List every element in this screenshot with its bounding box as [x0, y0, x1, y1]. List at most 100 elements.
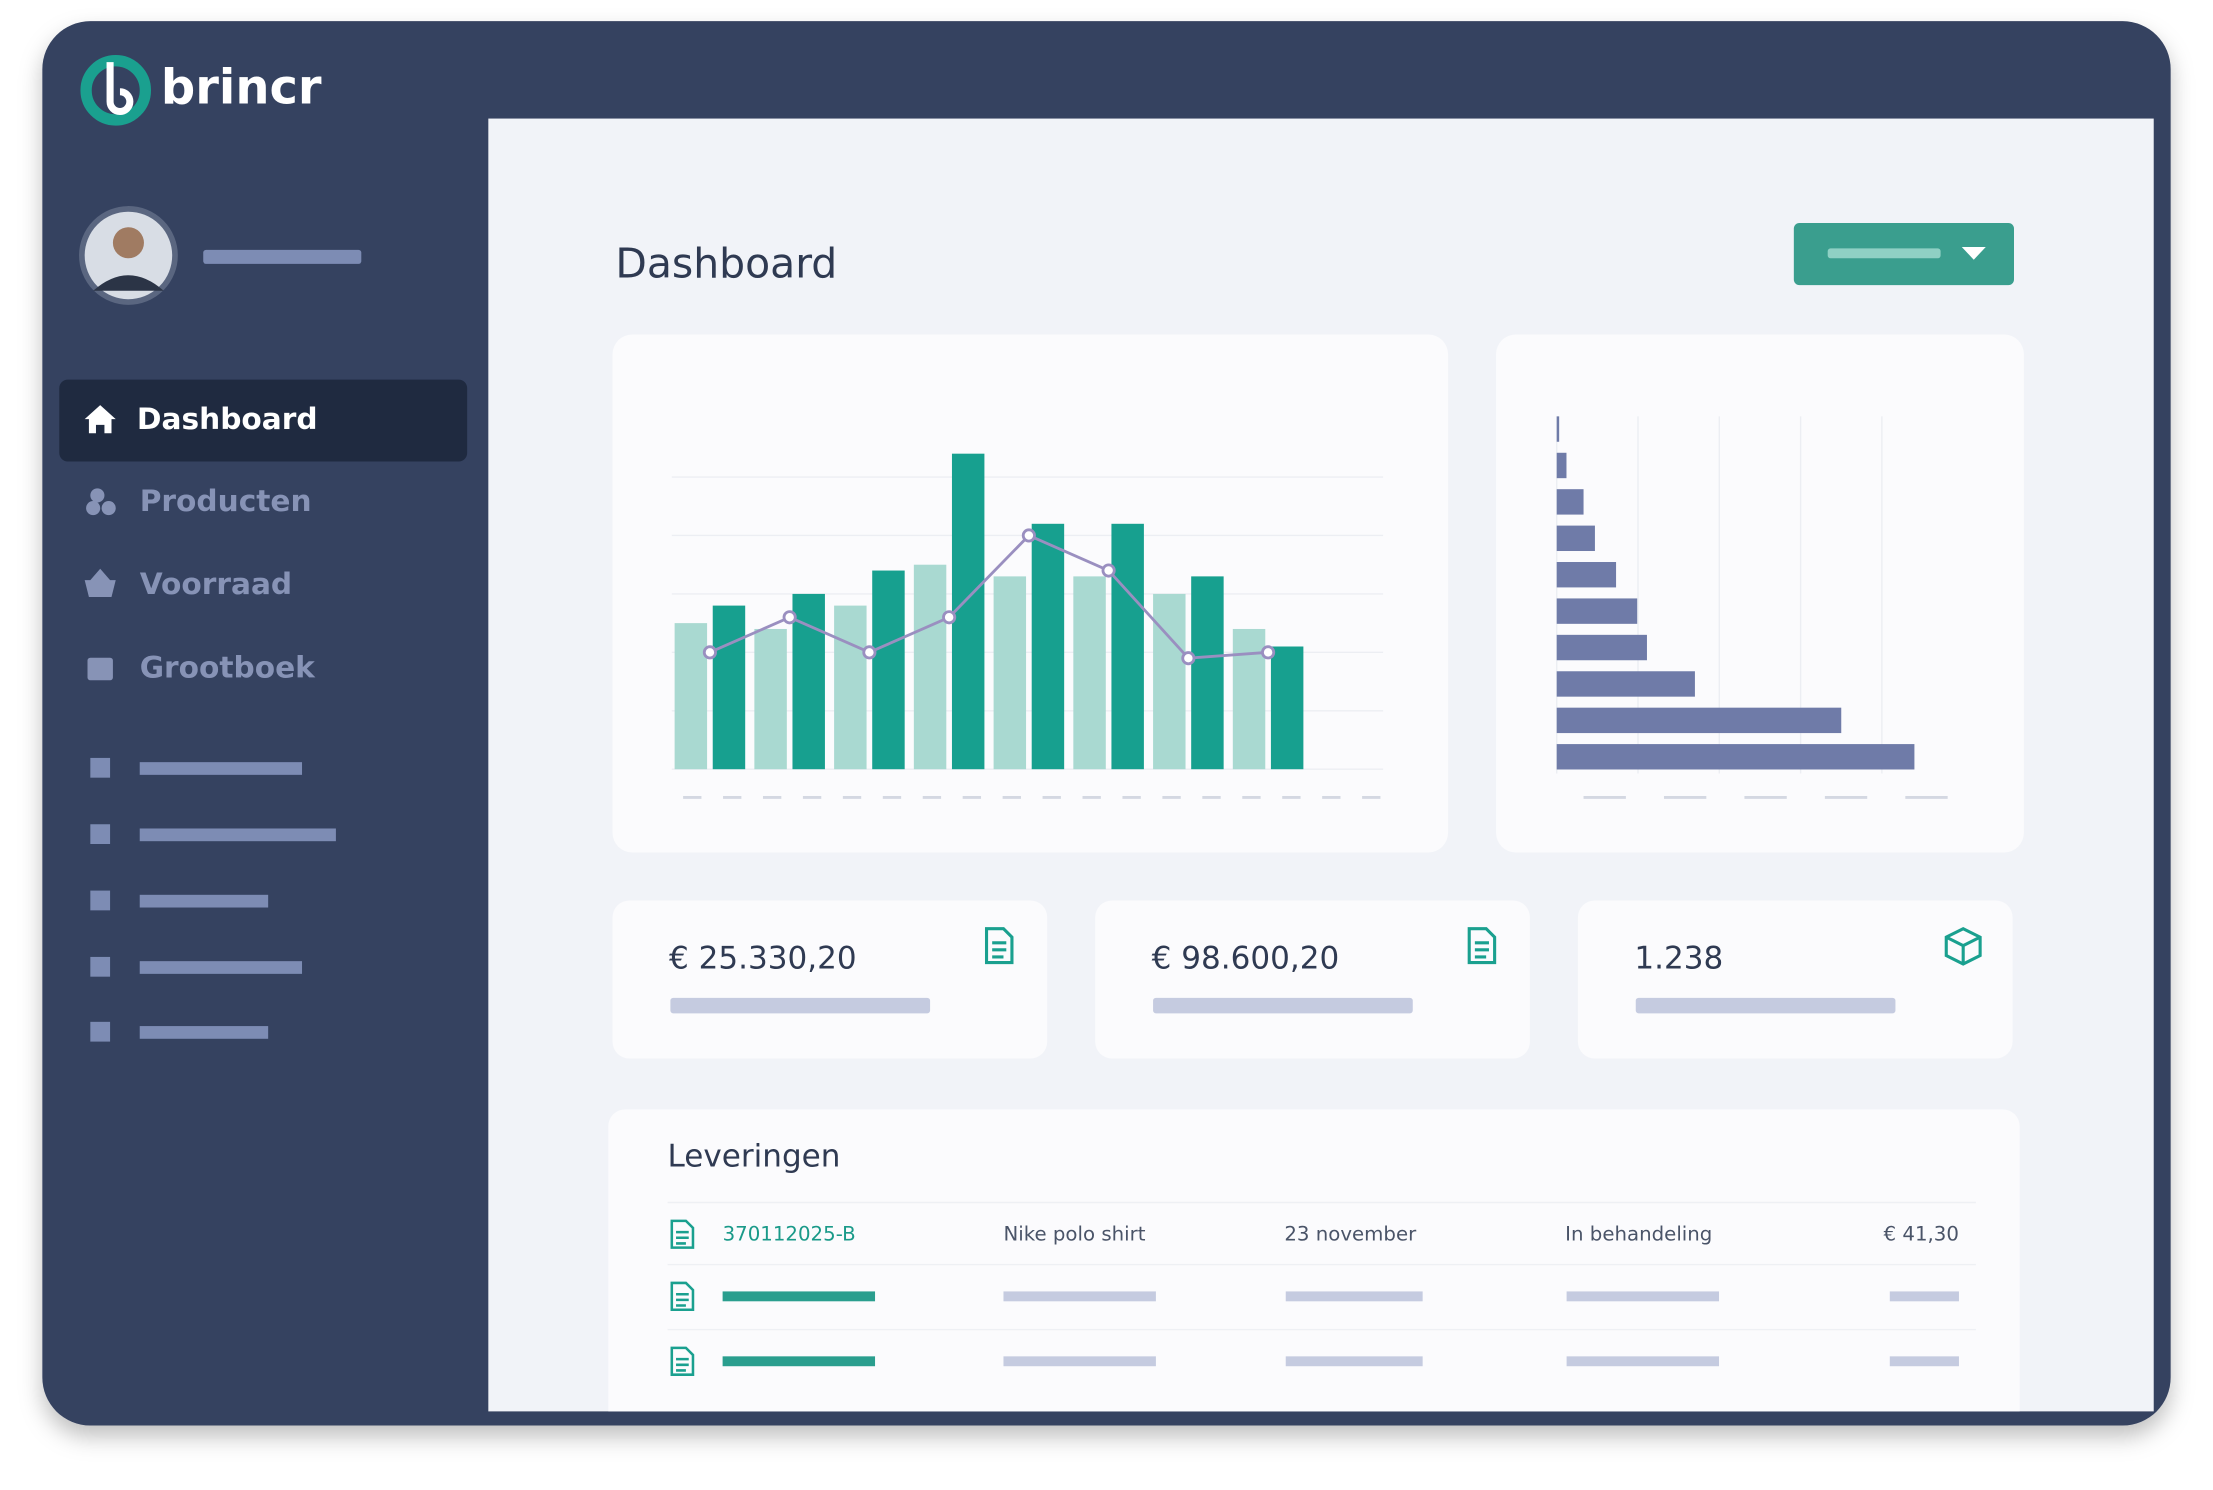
trend-point — [782, 610, 797, 625]
delivery-status: In behandeling — [1565, 1222, 1712, 1245]
nav-placeholder-icon — [90, 956, 111, 977]
bar — [674, 623, 708, 770]
bar — [872, 570, 905, 770]
section-title: Leveringen — [668, 1138, 841, 1174]
trend-point — [1101, 563, 1116, 578]
trend-point — [942, 610, 957, 625]
bar — [1556, 744, 1915, 770]
bar — [1191, 576, 1224, 770]
nav-placeholder — [139, 894, 269, 908]
row-placeholder — [1285, 1291, 1423, 1302]
logo-b — [106, 62, 134, 115]
calendar-icon — [87, 657, 113, 681]
delivery-amount: € 41,30 — [1884, 1222, 1959, 1245]
nav-item[interactable]: Producten — [140, 483, 312, 518]
dropdown-placeholder — [1827, 248, 1941, 259]
nav-placeholder-icon — [90, 824, 111, 845]
bar — [792, 593, 825, 770]
avatar-face — [112, 227, 144, 259]
logo-icon — [80, 55, 152, 126]
nav-item[interactable]: Dashboard — [137, 401, 318, 436]
bar — [1556, 634, 1647, 661]
document-icon — [670, 1346, 695, 1376]
row-placeholder — [1003, 1291, 1156, 1302]
trend-point — [1181, 651, 1196, 666]
bar — [1270, 646, 1304, 770]
products-icon — [90, 488, 105, 503]
document-icon — [670, 1281, 695, 1312]
package-icon — [1944, 926, 1982, 966]
row-placeholder — [722, 1356, 876, 1367]
bar — [1556, 598, 1638, 624]
trend-point — [702, 645, 717, 660]
trend-point — [1261, 645, 1276, 660]
bar — [1031, 523, 1065, 770]
bar — [993, 576, 1027, 770]
nav-active[interactable] — [59, 379, 468, 462]
bar — [1556, 416, 1560, 442]
delivery-id[interactable]: 370112025-B — [723, 1222, 856, 1245]
document-icon — [984, 927, 1014, 965]
page-title: Dashboard — [615, 240, 837, 288]
trend-point — [862, 645, 877, 660]
products-icon — [101, 501, 116, 516]
bar — [1556, 525, 1595, 552]
chart-card — [1496, 334, 2024, 853]
stat-card — [1095, 900, 1530, 1059]
products-icon — [86, 501, 101, 516]
row-placeholder — [1566, 1291, 1720, 1302]
row-placeholder — [1566, 1356, 1720, 1367]
document-icon — [670, 1219, 695, 1249]
nav-placeholder — [139, 828, 336, 842]
bar — [1556, 671, 1695, 697]
document-icon — [1467, 927, 1497, 965]
row-placeholder — [722, 1291, 876, 1302]
row-placeholder — [1003, 1356, 1156, 1367]
bar — [1111, 523, 1144, 770]
delivery-date: 23 november — [1284, 1222, 1417, 1245]
stat-card — [1577, 900, 2013, 1059]
stat-value: € 98.600,20 — [1152, 941, 1340, 977]
stat-placeholder — [670, 997, 931, 1014]
user-name-placeholder — [203, 249, 362, 264]
stat-value: 1.238 — [1634, 941, 1723, 977]
row-placeholder — [1889, 1356, 1959, 1367]
stat-placeholder — [1635, 997, 1896, 1014]
row-placeholder — [1889, 1291, 1959, 1302]
bar — [1073, 576, 1106, 770]
bar — [913, 564, 947, 770]
nav-placeholder-icon — [90, 1021, 111, 1042]
trend-point — [1021, 528, 1036, 543]
bar — [1556, 489, 1584, 515]
brand: brincr — [161, 59, 322, 115]
bar — [951, 453, 985, 770]
bar — [1556, 707, 1842, 734]
nav-item[interactable]: Voorraad — [140, 566, 292, 601]
nav-placeholder — [139, 961, 303, 974]
nav-placeholder — [139, 762, 303, 775]
bar — [1556, 452, 1567, 479]
bar — [1153, 593, 1186, 770]
bar — [834, 605, 867, 770]
trend-line — [709, 533, 1269, 660]
deliveries-card — [608, 1109, 2020, 1412]
dropdown-arrow — [1961, 246, 1986, 260]
nav-placeholder-icon — [90, 890, 111, 911]
stat-value: € 25.330,20 — [669, 941, 857, 977]
avatar-body — [93, 275, 164, 291]
basket-icon — [84, 568, 116, 598]
nav-item[interactable]: Grootboek — [140, 649, 316, 684]
bar — [1232, 628, 1266, 770]
nav-placeholder — [139, 1026, 269, 1039]
delivery-product: Nike polo shirt — [1003, 1222, 1145, 1245]
bar — [712, 605, 746, 770]
bar — [754, 628, 787, 770]
nav-placeholder-icon — [90, 757, 111, 778]
bar — [1556, 562, 1617, 588]
row-placeholder — [1285, 1356, 1423, 1367]
home-icon — [84, 405, 116, 434]
stat-placeholder — [1153, 997, 1413, 1014]
stat-card — [612, 900, 1048, 1059]
